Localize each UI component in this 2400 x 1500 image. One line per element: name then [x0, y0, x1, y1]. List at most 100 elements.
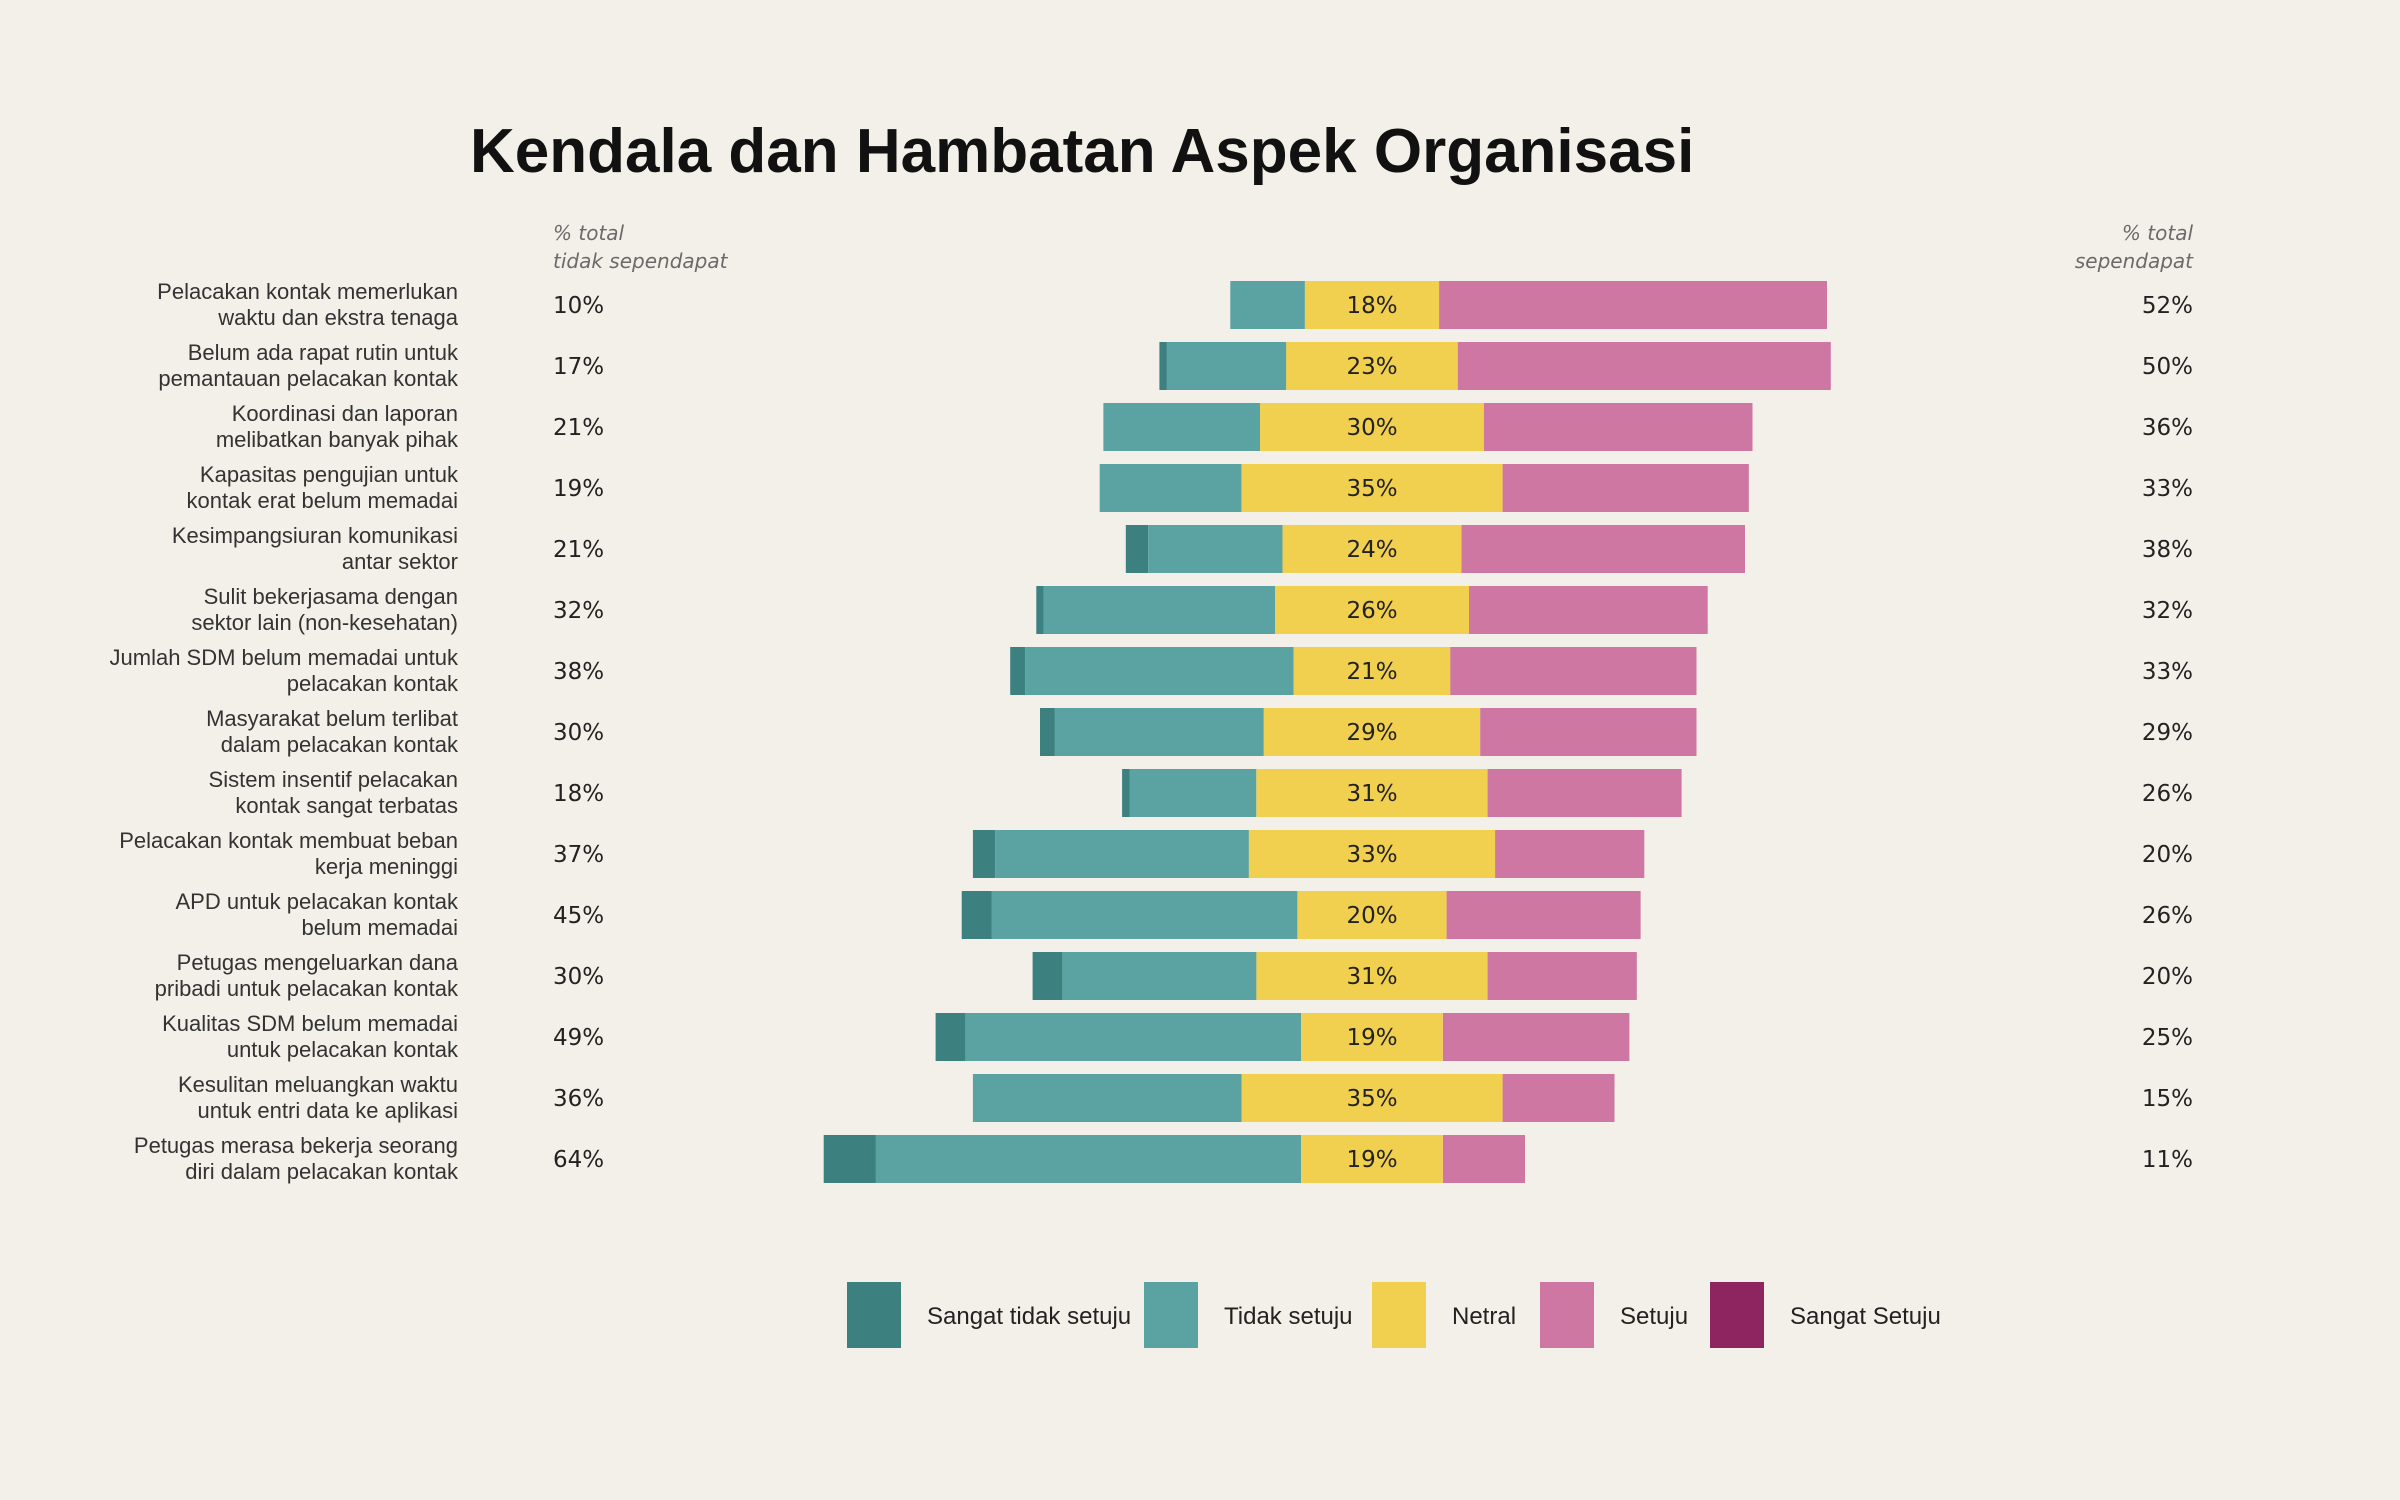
agree-total-label: 20% [2142, 842, 2193, 868]
bar-segment-netral [1286, 342, 1458, 390]
row-label-line1: Kesimpangsiuran komunikasi [172, 523, 458, 548]
bar-segment-netral [1263, 708, 1481, 756]
disagree-total-label: 21% [553, 415, 604, 441]
legend-label: Tidak setuju [1224, 1303, 1353, 1330]
bar-segment-tidak-setuju [991, 891, 1298, 939]
neutral-value-label: 21% [1346, 659, 1397, 685]
row-label-line2: pemantauan pelacakan kontak [158, 366, 459, 391]
bar-segment-tidak-setuju [1230, 281, 1305, 329]
row-label-line2: pelacakan kontak [287, 671, 459, 696]
bar-segment-sangat-tidak-setuju [823, 1135, 876, 1183]
bar-segment-tidak-setuju [995, 830, 1249, 878]
bar-segment-setuju [1457, 342, 1831, 390]
neutral-value-label: 30% [1346, 415, 1397, 441]
legend-label: Netral [1452, 1303, 1516, 1330]
bar-segment-netral [1304, 281, 1440, 329]
row: Jumlah SDM belum memadai untukpelacakan … [110, 645, 2193, 696]
row-label-line1: Petugas merasa bekerja seorang [134, 1133, 458, 1158]
bar-segment-setuju [1439, 281, 1827, 329]
bar-segment-netral [1301, 1013, 1443, 1061]
disagree-total-label: 21% [553, 537, 604, 563]
legend: Sangat tidak setuju Tidak setuju Netral Set… [847, 1282, 1941, 1348]
row-label-line1: Kesulitan meluangkan waktu [178, 1072, 458, 1097]
bar-segment-netral [1293, 647, 1451, 695]
legend-sangat-tidak-setuju: Sangat tidak setuju [847, 1282, 1131, 1348]
agree-total-label: 26% [2142, 903, 2193, 929]
bar-segment-tidak-setuju [1025, 647, 1294, 695]
bar-segment-tidak-setuju [972, 1074, 1242, 1122]
row-label-line2: sektor lain (non-kesehatan) [191, 610, 458, 635]
bar-segment-netral [1241, 464, 1503, 512]
agree-total-label: 26% [2142, 781, 2193, 807]
row-label-line2: waktu dan ekstra tenaga [217, 305, 458, 330]
bar-segment-netral [1256, 952, 1488, 1000]
agree-total-label: 52% [2142, 293, 2193, 319]
bar-segment-sangat-tidak-setuju [1010, 647, 1026, 695]
disagree-total-label: 37% [553, 842, 604, 868]
disagree-total-label: 18% [553, 781, 604, 807]
row-label-line1: Belum ada rapat rutin untuk [188, 340, 459, 365]
row-label-line2: kontak sangat terbatas [235, 793, 458, 818]
bar-segment-sangat-tidak-setuju [1125, 525, 1149, 573]
bar-segment-setuju [1469, 586, 1708, 634]
agree-total-label: 11% [2142, 1147, 2193, 1173]
bar-segment-tidak-setuju [1043, 586, 1276, 634]
legend-netral: Netral [1372, 1282, 1516, 1348]
agree-total-label: 33% [2142, 659, 2193, 685]
row-label-line1: Masyarakat belum terlibat [206, 706, 458, 731]
disagree-total-label: 19% [553, 476, 604, 502]
disagree-total-label: 30% [553, 964, 604, 990]
bar-segment-tidak-setuju [1099, 464, 1242, 512]
legend-swatch [1144, 1282, 1198, 1348]
bar-segment-setuju [1502, 1074, 1615, 1122]
bar-segment-tidak-setuju [875, 1135, 1302, 1183]
bar-segment-tidak-setuju [1166, 342, 1287, 390]
agree-total-label: 33% [2142, 476, 2193, 502]
agree-total-label: 29% [2142, 720, 2193, 746]
bar-segment-setuju [1495, 830, 1645, 878]
legend-label: Sangat Setuju [1790, 1303, 1941, 1330]
legend-swatch [1372, 1282, 1426, 1348]
bar-segment-sangat-tidak-setuju [1122, 769, 1130, 817]
bar-segment-sangat-tidak-setuju [935, 1013, 966, 1061]
bar-segment-netral [1256, 769, 1488, 817]
row-label-line1: Pelacakan kontak memerlukan [157, 279, 458, 304]
bar-segment-sangat-tidak-setuju [1159, 342, 1167, 390]
row-label-line1: Sistem insentif pelacakan [209, 767, 458, 792]
neutral-value-label: 23% [1346, 354, 1397, 380]
disagree-total-label: 10% [553, 293, 604, 319]
neutral-value-label: 26% [1346, 598, 1397, 624]
row-label-line1: Sulit bekerjasama dengan [204, 584, 458, 609]
neutral-value-label: 35% [1346, 476, 1397, 502]
bar-segment-setuju [1502, 464, 1749, 512]
row-label-line1: Kapasitas pengujian untuk [200, 462, 459, 487]
neutral-value-label: 31% [1346, 964, 1397, 990]
chart-title: Kendala dan Hambatan Aspek Organisasi [470, 117, 1694, 186]
row-label-line1: Kualitas SDM belum memadai [162, 1011, 458, 1036]
bar-segment-netral [1248, 830, 1496, 878]
neutral-value-label: 20% [1346, 903, 1397, 929]
row-label-line2: kontak erat belum memadai [187, 488, 458, 513]
bar-segment-tidak-setuju [1054, 708, 1264, 756]
neutral-value-label: 18% [1346, 293, 1397, 319]
neutral-value-label: 29% [1346, 720, 1397, 746]
disagree-total-label: 36% [553, 1086, 604, 1112]
neutral-value-label: 31% [1346, 781, 1397, 807]
row-label-line2: antar sektor [342, 549, 458, 574]
bar-segment-tidak-setuju [1129, 769, 1257, 817]
bar-segment-setuju [1461, 525, 1745, 573]
row-label-line2: kerja meninggi [315, 854, 458, 879]
disagree-total-label: 49% [553, 1025, 604, 1051]
agree-header-line1: % total [2122, 221, 2194, 245]
disagree-total-label: 45% [553, 903, 604, 929]
bar-segment-netral [1275, 586, 1469, 634]
row-label-line2: diri dalam pelacakan kontak [185, 1159, 459, 1184]
